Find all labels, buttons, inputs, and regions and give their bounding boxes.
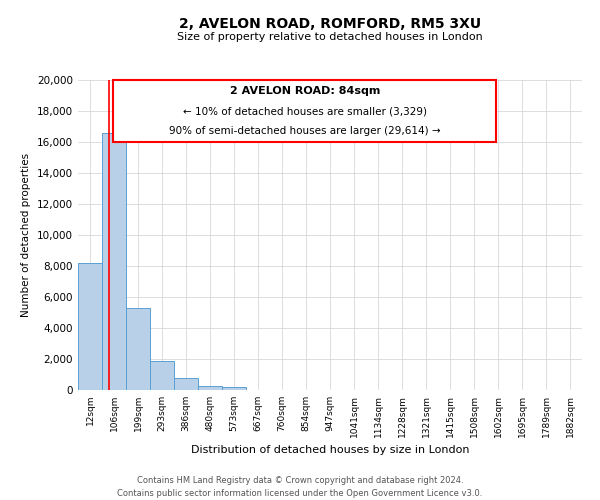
Text: 2, AVELON ROAD, ROMFORD, RM5 3XU: 2, AVELON ROAD, ROMFORD, RM5 3XU	[179, 18, 481, 32]
Text: 90% of semi-detached houses are larger (29,614) →: 90% of semi-detached houses are larger (…	[169, 126, 440, 136]
Bar	[150, 362, 174, 390]
X-axis label: Distribution of detached houses by size in London: Distribution of detached houses by size …	[191, 446, 469, 456]
Bar	[222, 386, 246, 390]
FancyBboxPatch shape	[113, 80, 496, 142]
Y-axis label: Number of detached properties: Number of detached properties	[22, 153, 31, 317]
Bar	[198, 386, 222, 390]
Text: ← 10% of detached houses are smaller (3,329): ← 10% of detached houses are smaller (3,…	[183, 106, 427, 116]
Text: Size of property relative to detached houses in London: Size of property relative to detached ho…	[177, 32, 483, 42]
Text: 2 AVELON ROAD: 84sqm: 2 AVELON ROAD: 84sqm	[230, 86, 380, 96]
Bar	[174, 378, 198, 390]
Bar	[126, 308, 150, 390]
Bar	[102, 132, 126, 390]
Bar	[78, 263, 102, 390]
Text: Contains HM Land Registry data © Crown copyright and database right 2024.
Contai: Contains HM Land Registry data © Crown c…	[118, 476, 482, 498]
